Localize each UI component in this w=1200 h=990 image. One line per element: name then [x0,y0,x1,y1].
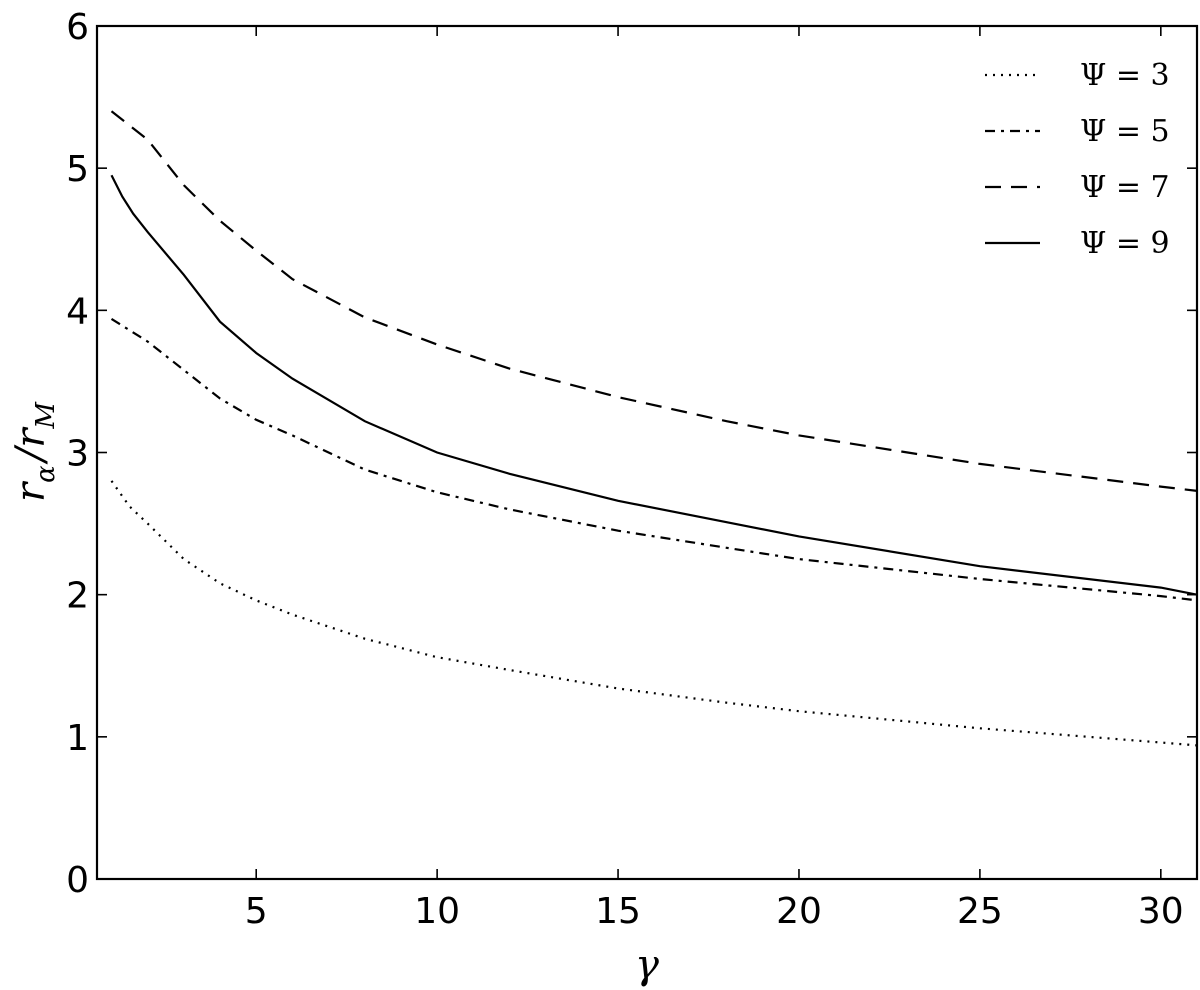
y-axis-label-sub1: α [31,465,61,483]
series-line-1 [110,480,1198,747]
y-tick-label: 4 [66,291,89,332]
y-axis-label-sep: / [8,444,54,465]
legend-label-4: Ψ = 9 [1080,226,1170,261]
y-tick-label: 6 [66,7,89,48]
y-axis-label-sub2: M [31,401,61,430]
x-tick-label: 25 [957,891,1003,932]
x-tick-label: 15 [595,891,641,932]
legend-label-2: Ψ = 5 [1080,114,1170,149]
series-line-4 [110,174,1198,596]
x-tick-label: 5 [245,891,268,932]
plot-frame [95,24,1199,881]
x-tick-label: 10 [414,891,460,932]
x-axis-label: γ [635,942,659,988]
y-tick-label: 5 [66,149,89,190]
legend: Ψ = 3 Ψ = 5 Ψ = 7 Ψ = 9 [985,58,1170,261]
x-tick-label: 30 [1138,891,1184,932]
legend-label-1: Ψ = 3 [1080,58,1170,93]
y-axis-label: rα/rM [8,401,61,502]
ticks-layer: 5 10 15 20 25 30 0 1 2 3 4 5 6 [66,7,1197,932]
y-tick-label: 2 [66,576,89,617]
series-line-2 [110,317,1198,602]
series-layer [110,110,1198,747]
svg-text:rα/rM: rα/rM [8,401,61,502]
legend-label-3: Ψ = 7 [1080,170,1170,205]
series-line-3 [110,110,1198,492]
x-tick-label: 20 [776,891,822,932]
y-tick-label: 3 [66,434,89,475]
y-tick-label: 0 [66,860,89,901]
y-tick-label: 1 [66,718,89,759]
y-axis-label-r1: r [8,480,54,502]
y-axis-label-r2: r [8,426,54,448]
